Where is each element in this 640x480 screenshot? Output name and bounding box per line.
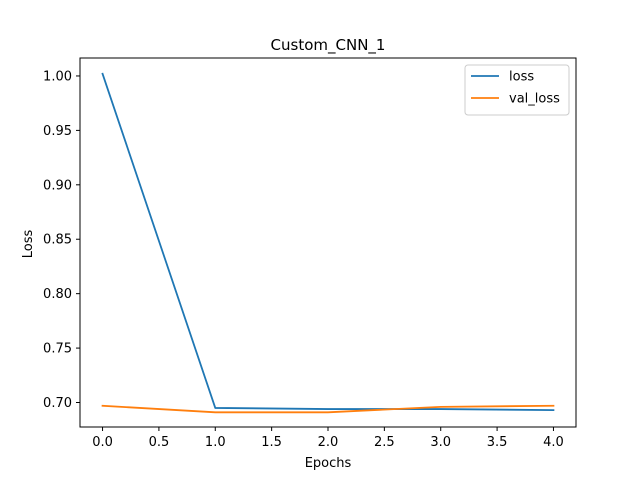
legend-box [464,64,570,116]
x-tick-label: 1.5 [261,435,282,450]
x-tick-label: 0.5 [149,435,170,450]
x-tick-label: 1.0 [205,435,226,450]
y-tick-label: 0.80 [43,287,72,302]
y-tick-label: 0.90 [43,178,72,193]
x-tick-label: 0.0 [92,435,113,450]
x-tick-label: 2.0 [318,435,339,450]
x-tick-label: 2.5 [374,435,395,450]
legend-label-loss: loss [509,70,534,85]
x-axis-label: Epochs [305,456,352,471]
legend-label-val-loss: val_loss [509,92,560,107]
y-tick-label: 0.85 [43,233,72,248]
x-tick-label: 3.5 [487,435,508,450]
y-tick-label: 0.70 [43,396,72,411]
series-line-val-loss [101,404,555,414]
y-axis-label: Loss [21,230,36,259]
y-tick-label: 0.95 [43,124,72,139]
chart-title: Custom_CNN_1 [271,36,386,55]
y-tick-label: 1.00 [43,69,72,84]
x-tick-label: 4.0 [543,435,564,450]
y-tick-label: 0.75 [43,342,72,357]
series-line-loss [101,72,555,412]
x-tick-label: 3.0 [430,435,451,450]
legend: loss val_loss [464,64,570,116]
